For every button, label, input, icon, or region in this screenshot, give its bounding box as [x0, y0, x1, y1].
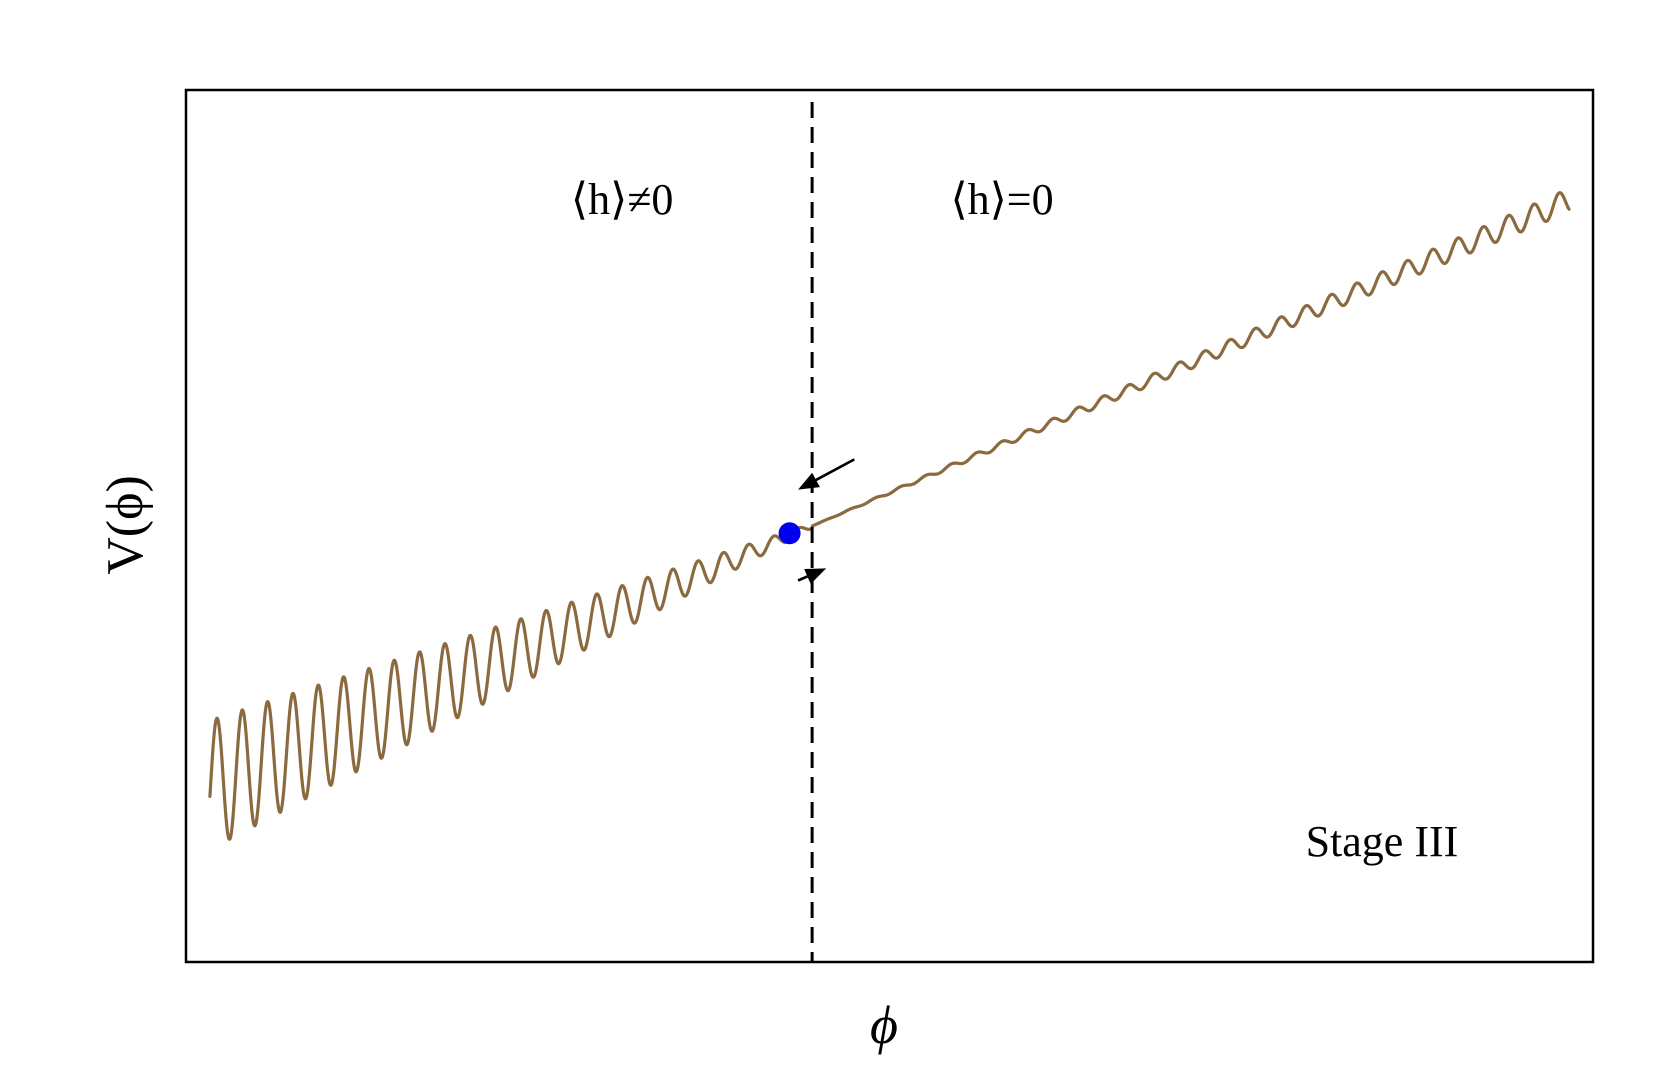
arrow-1-head: [798, 472, 820, 490]
stage-label: Stage III: [1306, 817, 1459, 866]
arrow-1-shaft: [812, 458, 855, 483]
y-axis-label: V(ϕ): [97, 475, 154, 575]
x-axis-label: ϕ: [870, 995, 898, 1055]
plot-frame: [184, 88, 1595, 964]
arrow-2-head: [804, 568, 827, 584]
higgs-nonzero-region-label: ⟨h⟩≠0: [571, 175, 673, 224]
arrow-1: [798, 458, 855, 490]
plot-area: [208, 102, 1571, 962]
higgs-zero-region-label: ⟨h⟩=0: [950, 175, 1053, 224]
current-state-marker-point: [778, 522, 801, 545]
potential-curve: [208, 191, 1571, 841]
arrow-2: [797, 568, 827, 584]
arrows-layer: [797, 458, 855, 584]
